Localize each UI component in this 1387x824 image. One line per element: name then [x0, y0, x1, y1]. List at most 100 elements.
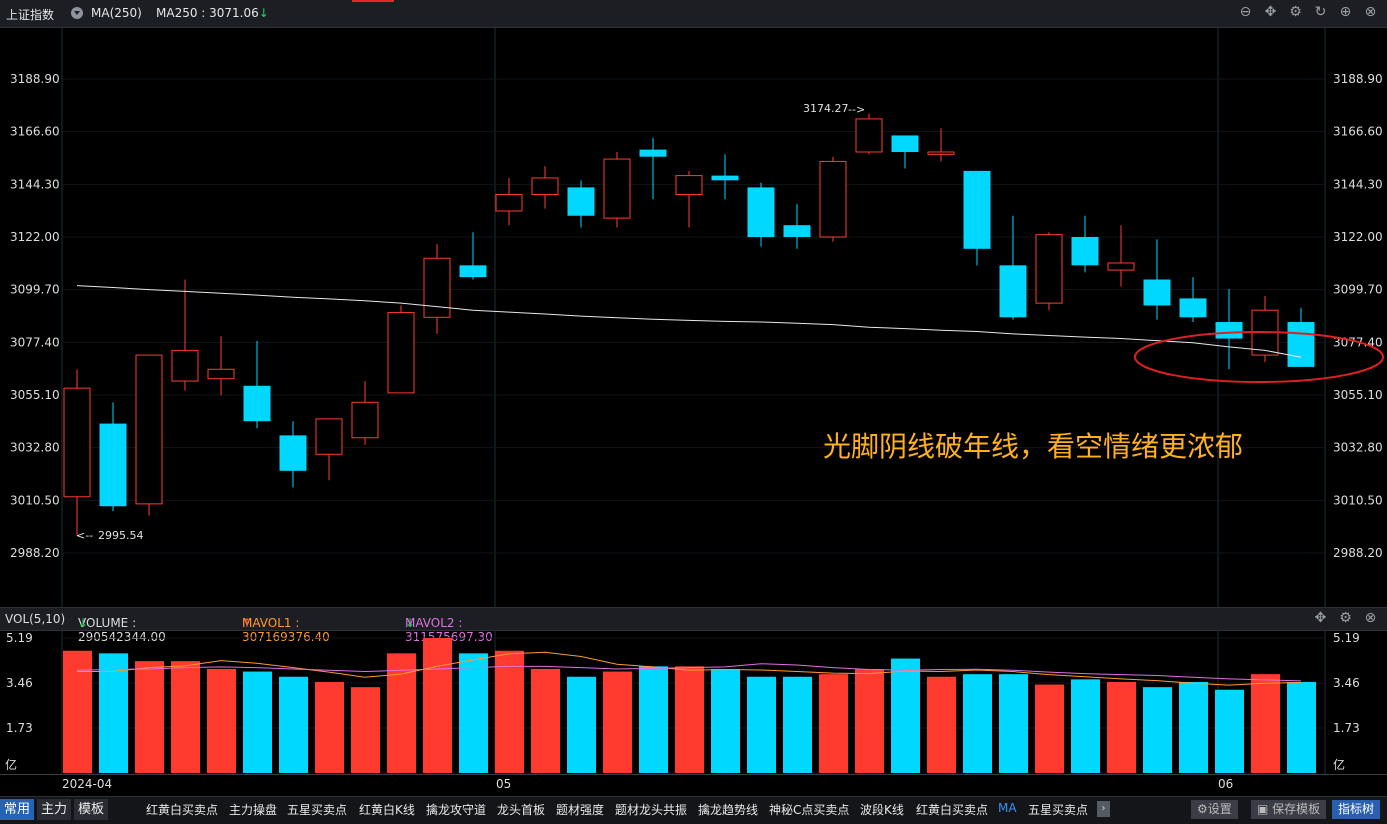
highlight-ellipse: [1134, 331, 1384, 383]
candle-body: [783, 225, 811, 237]
strategy-item[interactable]: 红黄白买卖点: [916, 803, 989, 817]
close-icon[interactable]: ⊗: [1364, 610, 1377, 626]
candle-body: [819, 160, 847, 238]
refresh-icon[interactable]: ↻: [1314, 4, 1327, 20]
volume-tick-left: 5.19: [6, 631, 33, 645]
candle-body: [171, 349, 199, 382]
strategy-item[interactable]: 波段K线: [860, 803, 904, 817]
save-template-button[interactable]: ▣ 保存模板: [1251, 800, 1327, 819]
close-icon[interactable]: ⊗: [1364, 4, 1377, 20]
ma-value: MA250 : 3071.06↓: [156, 6, 269, 20]
mavol1-line: [77, 651, 1302, 686]
strategy-item[interactable]: 五星买卖点: [287, 803, 348, 817]
price-tick-right: 3166.60: [1333, 125, 1383, 139]
volume-bar: [567, 676, 596, 773]
price-tick-right: 3032.80: [1333, 441, 1383, 455]
candle-body: [387, 312, 415, 394]
save-icon: ▣: [1257, 802, 1273, 816]
volume-bar: [747, 676, 776, 773]
more-strategies-button[interactable]: ›: [1097, 801, 1110, 817]
volume-bar: [423, 638, 452, 773]
volume-bar: [351, 687, 380, 773]
tab-main-force[interactable]: 主力: [37, 799, 72, 820]
vol-indicator-label[interactable]: VOL(5,10): [5, 612, 66, 626]
price-tick-left: 2988.20: [10, 546, 60, 560]
indicator-tree-button[interactable]: 指标树: [1332, 800, 1381, 819]
gear-icon[interactable]: ⚙: [1289, 4, 1302, 20]
settings-button[interactable]: ⚙设置: [1191, 800, 1238, 819]
price-tick-right: 3122.00: [1333, 230, 1383, 244]
volume-bar: [99, 653, 128, 773]
gear-icon[interactable]: ⚙: [1339, 610, 1352, 626]
low-arrow-icon: <--: [76, 529, 93, 542]
candle-body: [351, 401, 379, 439]
save-template-label: 保存模板: [1272, 802, 1321, 816]
volume-bar: [819, 674, 848, 773]
volume-bar: [243, 671, 272, 773]
add-icon[interactable]: ⊕: [1339, 4, 1352, 20]
strategy-item[interactable]: 擒龙攻守道: [426, 803, 487, 817]
tab-common[interactable]: 常用: [0, 799, 35, 820]
gear-icon: ⚙: [1197, 802, 1208, 816]
mavol1-text: MAVOL1 : 307169376.40: [242, 616, 330, 644]
tab-template[interactable]: 模板: [74, 799, 109, 820]
candle-body: [855, 118, 883, 153]
strategy-item[interactable]: 红黄白K线: [359, 803, 415, 817]
candle-body: [135, 354, 163, 505]
volume-tick-right: 3.46: [1333, 676, 1360, 690]
volume-bar: [495, 650, 524, 773]
collapse-icon[interactable]: ⊖: [1239, 4, 1252, 20]
candle-body: [1287, 322, 1315, 367]
candle-body: [1215, 322, 1243, 339]
candle-body: [495, 193, 523, 212]
strategy-item[interactable]: 五星买卖点: [1028, 803, 1089, 817]
price-tick-left: 3188.90: [10, 72, 60, 86]
price-tick-left: 3032.80: [10, 441, 60, 455]
move-icon[interactable]: ✥: [1314, 610, 1327, 626]
candle-body: [315, 418, 343, 455]
volume-bar: [135, 661, 164, 773]
volume-bar: [639, 666, 668, 773]
volume-bar: [279, 676, 308, 773]
strategy-item[interactable]: 主力操盘: [229, 803, 278, 817]
strategy-item[interactable]: 神秘C点买卖点: [769, 803, 850, 817]
candle-body: [423, 257, 451, 318]
candle-body: [63, 387, 91, 498]
candle-body: [1071, 237, 1099, 266]
volume-bar: [1251, 674, 1280, 773]
ma-indicator-label[interactable]: MA(250): [91, 6, 142, 20]
candle-body: [459, 265, 487, 278]
ma-value-text: MA250 : 3071.06: [156, 6, 259, 20]
mavol2-line: [76, 663, 1302, 682]
strategy-item[interactable]: 龙头首板: [497, 803, 546, 817]
volume-bar: [927, 676, 956, 773]
candle-body: [567, 187, 595, 216]
volume-bar: [207, 668, 236, 773]
volume-bar: [855, 668, 884, 773]
volume-tick-left: 1.73: [6, 721, 33, 735]
candle-body: [963, 170, 991, 249]
mavol2-arrow-icon: ↓: [405, 616, 416, 630]
volume-bar: [63, 650, 92, 773]
date-label: 05: [496, 777, 512, 791]
volume-bar: [171, 661, 200, 773]
candle-body: [531, 177, 559, 195]
volume-header: VOL(5,10) VOLUME : 290542344.00 ↓ MAVOL1 …: [0, 607, 1387, 644]
indicator-dropdown-icon[interactable]: [71, 7, 83, 19]
volume-bar: [531, 668, 560, 773]
chart-tools: ⊖ ✥ ⚙ ↻ ⊕ ⊗: [1237, 4, 1379, 21]
volume-bar: [999, 674, 1028, 773]
strategy-item[interactable]: 擒龙趋势线: [698, 803, 759, 817]
active-tab-marker: [352, 0, 394, 2]
ma-down-arrow-icon: ↓: [258, 6, 269, 20]
volume-bar: [387, 653, 416, 773]
strategy-item[interactable]: 红黄白买卖点: [146, 803, 219, 817]
strategy-item[interactable]: 题材强度: [556, 803, 605, 817]
volume-unit-right: 亿: [1333, 757, 1345, 772]
strategy-item-ma[interactable]: MA: [998, 801, 1017, 815]
strategy-item[interactable]: 题材龙头共振: [615, 803, 688, 817]
move-icon[interactable]: ✥: [1264, 4, 1277, 20]
candle-body: [711, 175, 739, 181]
candle-body: [891, 135, 919, 152]
date-label: 2024-04: [62, 777, 113, 791]
